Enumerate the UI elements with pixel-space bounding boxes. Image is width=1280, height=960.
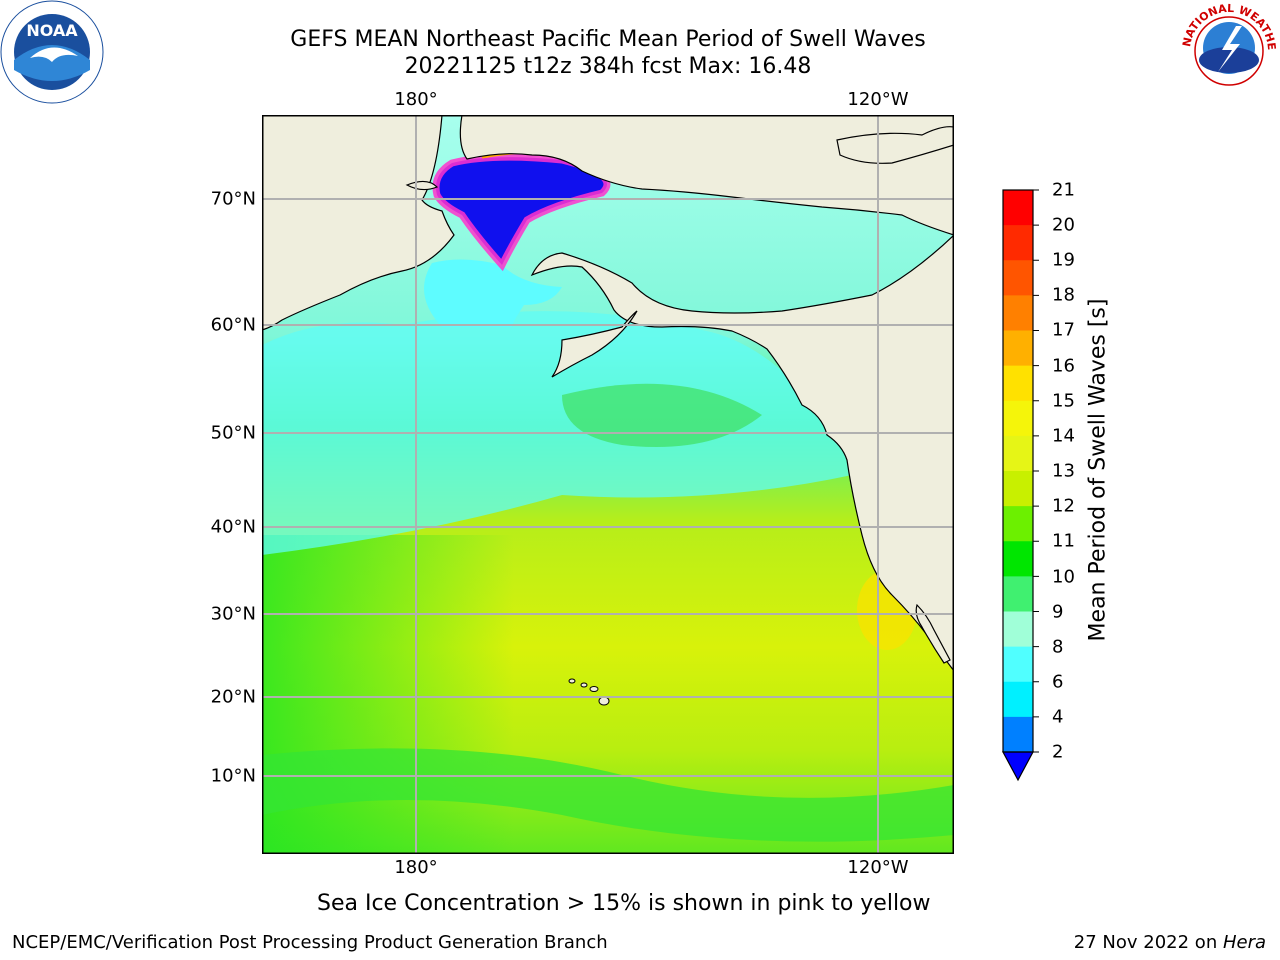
sea-ice-note: Sea Ice Concentration > 15% is shown in … (317, 891, 931, 916)
bering-sea (424, 259, 562, 327)
colorbar-swatch (1003, 400, 1033, 437)
nws-logo: NATIONAL WEATHER SERVICE (1178, 0, 1279, 101)
colorbar-swatch (1003, 435, 1033, 472)
swell-period-map (262, 115, 954, 854)
noaa-logo: NOAA (0, 0, 104, 104)
land-arctic-islands (836, 126, 954, 164)
colorbar-tick: 2 (1052, 741, 1064, 763)
ocean-green-south (262, 748, 954, 842)
land-baja (915, 603, 951, 664)
footer-host: Hera (1222, 932, 1266, 953)
hawaii-islands (568, 678, 610, 706)
colorbar-swatch (1003, 295, 1033, 331)
colorbar-swatch (1003, 260, 1033, 296)
lat-label-40n: 40°N (210, 516, 256, 538)
colorbar-swatch (1003, 225, 1033, 261)
chart-title: GEFS MEAN Northeast Pacific Mean Period … (290, 27, 926, 52)
colorbar-tick: 8 (1052, 636, 1064, 658)
lat-label-10n: 10°N (210, 765, 256, 787)
colorbar-tick: 11 (1052, 530, 1075, 552)
colorbar-tick: 21 (1052, 179, 1075, 201)
colorbar-tick: 16 (1052, 355, 1075, 377)
colorbar-tick: 6 (1052, 671, 1064, 693)
noaa-logo-text: NOAA (26, 21, 78, 40)
lon-label-bottom-180: 180° (394, 857, 438, 878)
colorbar-tick: 17 (1052, 319, 1075, 341)
lat-label-30n: 30°N (210, 603, 256, 625)
lon-label-top-120w: 120°W (847, 89, 909, 110)
lat-label-60n: 60°N (210, 314, 256, 336)
colorbar-tick: 4 (1052, 706, 1064, 728)
colorbar-swatch (1003, 681, 1033, 718)
colorbar-swatch (1003, 716, 1033, 753)
colorbar-swatch (1003, 471, 1033, 507)
gridlines (262, 115, 954, 854)
colorbar-tick: 19 (1052, 249, 1075, 271)
chart-subtitle: 20221125 t12z 384h fcst Max: 16.48 (404, 54, 812, 79)
colorbar-tick: 9 (1052, 601, 1064, 623)
colorbar-swatch (1003, 611, 1033, 648)
footer-date: 27 Nov 2022 on Hera (1074, 932, 1266, 953)
colorbar (1001, 189, 1039, 782)
colorbar-swatch (1003, 330, 1033, 367)
colorbar-label: Mean Period of Swell Waves [s] (1085, 298, 1111, 642)
lat-label-20n: 20°N (210, 686, 256, 708)
colorbar-swatch (1003, 541, 1033, 577)
colorbar-tick: 13 (1052, 460, 1075, 482)
colorbar-tick: 14 (1052, 425, 1075, 447)
colorbar-swatch (1003, 646, 1033, 683)
colorbar-tick: 18 (1052, 284, 1075, 306)
colorbar-tick: 12 (1052, 495, 1075, 517)
colorbar-swatch (1003, 576, 1033, 612)
ice-blue (436, 157, 607, 265)
lat-label-50n: 50°N (210, 422, 256, 444)
map-border (262, 115, 954, 854)
colorbar-swatch (1003, 365, 1033, 402)
land-alaska-north (459, 115, 954, 236)
land-north-america (530, 115, 954, 673)
lon-label-bottom-120w: 120°W (847, 857, 909, 878)
colorbar-tick: 20 (1052, 214, 1075, 236)
lon-label-top-180: 180° (394, 89, 438, 110)
colorbar-extend-arrow (1001, 751, 1035, 782)
colorbar-tick: 10 (1052, 566, 1075, 588)
colorbar-tick: 15 (1052, 390, 1075, 412)
colorbar-swatch (1003, 190, 1033, 226)
footer-date-text: 27 Nov 2022 on (1073, 932, 1223, 953)
colorbar-swatch (1003, 506, 1033, 542)
lat-label-70n: 70°N (210, 188, 256, 210)
footer-credit: NCEP/EMC/Verification Post Processing Pr… (12, 932, 608, 953)
land-alaska-peninsula (551, 310, 638, 378)
ocean-green-patches (562, 383, 762, 447)
